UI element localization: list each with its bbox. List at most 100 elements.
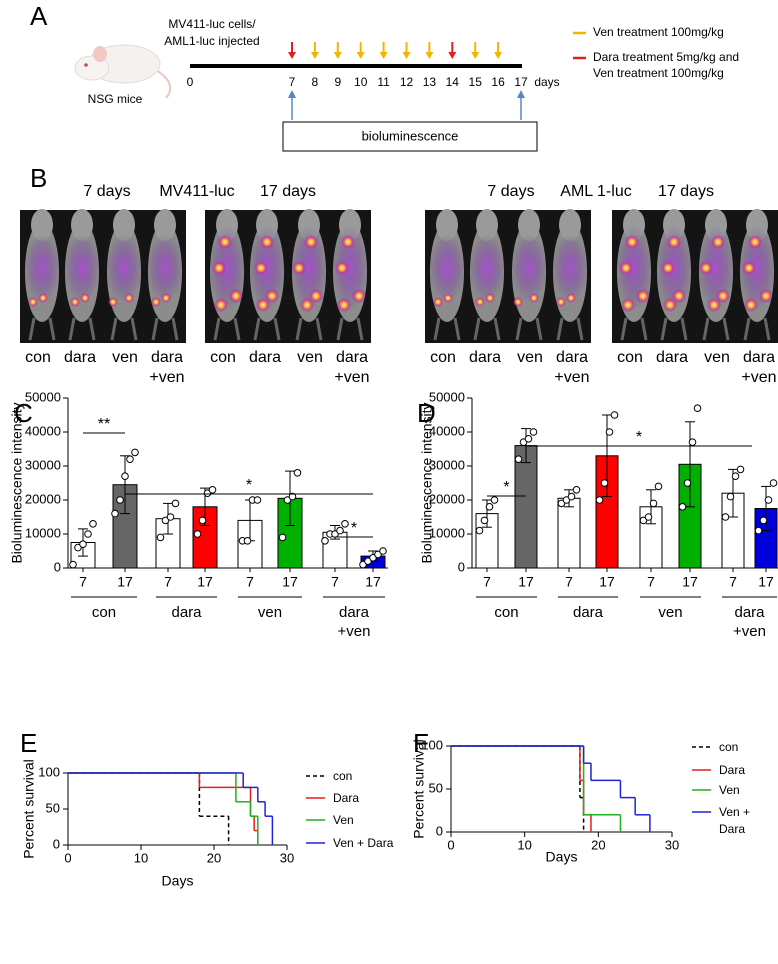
x-tick-label: 20 [207, 850, 221, 865]
signal-spot [300, 298, 314, 312]
legend-text: Ven + Dara [333, 836, 394, 850]
x-tick-label: 30 [665, 837, 679, 852]
mouse-leg [213, 317, 221, 341]
mouse-label: dara +ven [149, 349, 185, 386]
mouse-label: ven [297, 349, 323, 366]
signal-spot [254, 261, 268, 275]
y-tick-label: 50 [46, 800, 60, 815]
data-point [79, 540, 87, 549]
y-tick-label: 20000 [429, 491, 465, 506]
mouse-leg [722, 317, 730, 341]
data-point [475, 526, 484, 535]
time-label: 17 days [658, 183, 714, 200]
mouse-head [74, 55, 110, 81]
legend-text: Ven [333, 813, 354, 827]
y-tick-label: 40000 [429, 423, 465, 438]
data-point [524, 435, 533, 443]
y-tick-label: 0 [436, 823, 443, 838]
signal-spot [475, 297, 485, 307]
mouse-leg [493, 317, 501, 341]
x-tick-label: 17 [365, 574, 381, 590]
bar [155, 518, 181, 569]
y-tick-label: 30000 [429, 457, 465, 472]
data-point [321, 537, 329, 545]
data-point [278, 533, 287, 542]
mouse-leg [48, 317, 56, 341]
signal-spot [707, 298, 721, 312]
signal-spot [108, 297, 118, 307]
mouse-tail [155, 69, 172, 99]
mouse-leg [315, 317, 323, 341]
mouse-head [518, 209, 540, 241]
signal-spot [744, 298, 758, 312]
x-tick-label: 0 [447, 837, 454, 852]
signal-spot [80, 293, 90, 303]
timeline-start: 0 [187, 75, 194, 89]
signal-spot [38, 293, 48, 303]
y-tick-label: 50 [429, 780, 443, 795]
signal-spot [443, 293, 453, 303]
mouse-leg [743, 317, 751, 341]
signal-spot [759, 289, 773, 303]
data-point [736, 465, 745, 474]
signal-spot [304, 235, 318, 249]
treatment-arrow-head [448, 52, 457, 59]
y-tick-label: 30000 [25, 457, 61, 472]
y-axis-label: Percent survival [21, 759, 37, 859]
x-tick-label: 7 [483, 574, 491, 590]
day-label: 7 [289, 75, 296, 89]
mouse-ear [93, 46, 107, 62]
data-point [764, 496, 773, 504]
mouse-label: dara [249, 349, 281, 366]
x-tick-label: 17 [682, 574, 698, 590]
mouse-label: dara +ven [554, 349, 590, 386]
data-point [131, 448, 139, 457]
legend-text: con [333, 769, 353, 783]
mouse-label: dara [469, 349, 501, 366]
data-point [116, 496, 124, 504]
data-point [193, 530, 202, 538]
mouse-leg [171, 317, 179, 341]
mouse-label: dara +ven [334, 349, 370, 386]
mouse-head [71, 209, 93, 241]
mouse-label: ven [704, 349, 730, 366]
readout-box [282, 121, 538, 152]
legend-text: Dara treatment 5mg/kg and [593, 50, 739, 64]
data-point [754, 526, 763, 535]
signal-spot [619, 261, 633, 275]
treatment-arrow-head [425, 52, 434, 59]
injection-text: MV411-luc cells/ [168, 17, 256, 31]
data-point [514, 455, 523, 464]
treatment-arrow-head [494, 52, 503, 59]
model-label: AML 1-luc [560, 183, 631, 200]
mouse-leg [702, 317, 710, 341]
data-point [567, 492, 576, 501]
mouse-leg [130, 317, 138, 341]
data-point [243, 537, 252, 545]
mouse-label: con [25, 349, 51, 366]
mouse-leg [535, 317, 543, 341]
y-tick-label: 0 [54, 559, 61, 574]
signal-spot [529, 293, 539, 303]
data-point [600, 479, 609, 487]
signal-haze [469, 234, 505, 302]
signal-spot [621, 298, 635, 312]
day-label: 11 [377, 75, 390, 89]
data-point [595, 496, 604, 504]
x-axis-label: Days [162, 873, 194, 889]
y-axis-label: Bioluminescence intensity [9, 402, 25, 563]
signal-haze [64, 234, 100, 302]
day-label: 9 [334, 75, 341, 89]
signal-spot [70, 297, 80, 307]
data-point [293, 469, 302, 477]
signal-spot [124, 293, 134, 303]
mouse-leg [68, 317, 76, 341]
treatment-arrow-head [471, 52, 480, 59]
mouse-head [154, 209, 176, 241]
time-label: 7 days [83, 183, 130, 200]
model-label: MV411-luc [159, 183, 234, 200]
legend-text: con [719, 740, 739, 754]
time-label: 17 days [260, 183, 316, 200]
